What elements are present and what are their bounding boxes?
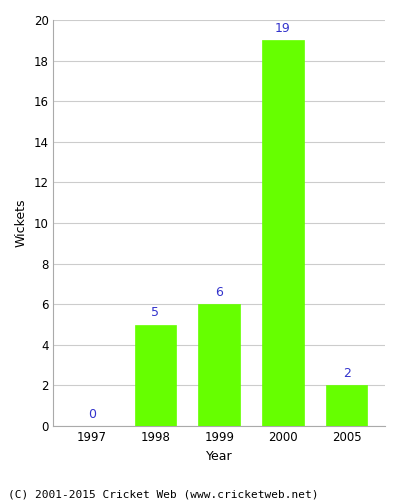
Bar <box>135 324 176 426</box>
Y-axis label: Wickets: Wickets <box>15 199 28 248</box>
Text: 19: 19 <box>275 22 291 35</box>
Bar <box>262 40 304 426</box>
Bar <box>198 304 240 426</box>
Text: 6: 6 <box>215 286 223 299</box>
Text: 0: 0 <box>88 408 96 421</box>
Bar <box>326 386 368 426</box>
Text: (C) 2001-2015 Cricket Web (www.cricketweb.net): (C) 2001-2015 Cricket Web (www.cricketwe… <box>8 490 318 500</box>
X-axis label: Year: Year <box>206 450 232 462</box>
Text: 2: 2 <box>343 368 351 380</box>
Text: 5: 5 <box>152 306 160 320</box>
